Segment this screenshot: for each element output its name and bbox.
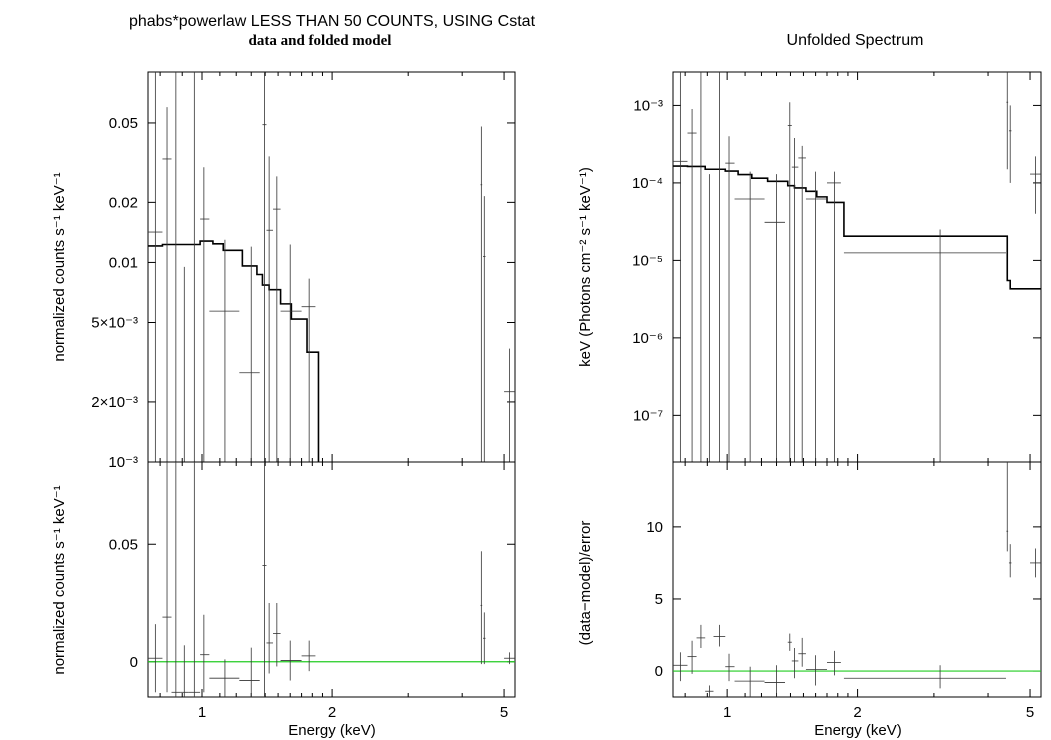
right-bottom-ylabel: (data−model)/error (577, 521, 594, 646)
y-tick-label: 0.05 (109, 536, 138, 553)
plot-frame (672, 461, 1042, 698)
left-xlabel: Energy (keV) (288, 722, 376, 739)
x-tick-label: 5 (500, 704, 508, 721)
plot-frame (672, 71, 1042, 463)
y-tick-label: 10⁻⁶ (632, 330, 663, 347)
x-tick-label: 2 (853, 704, 861, 721)
y-tick-label: 5 (655, 591, 663, 608)
y-tick-label: 2×10⁻³ (91, 394, 138, 411)
model-line (148, 240, 320, 462)
x-tick-label: 1 (198, 704, 206, 721)
x-tick-label: 2 (328, 704, 336, 721)
x-tick-label: 5 (1026, 704, 1034, 721)
left-chart-subtitle: data and folded model (249, 33, 392, 49)
left-top-ylabel: normalized counts s⁻¹ keV⁻¹ (51, 172, 68, 361)
y-tick-label: 0 (655, 663, 663, 680)
y-tick-label: 10⁻³ (633, 97, 663, 114)
right-bottom-panel: 1 2 5 10 5 0 (646, 461, 1042, 721)
model-line (673, 165, 1041, 290)
y-tick-label: 10 (646, 519, 663, 536)
y-tick-label: 10⁻³ (108, 454, 138, 471)
plot-frame (147, 461, 516, 698)
y-tick-label: 0 (130, 654, 138, 671)
y-tick-label: 5×10⁻³ (91, 315, 138, 332)
left-top-panel: 0.05 0.02 0.01 5×10⁻³ 2×10⁻³ 10⁻³ (91, 71, 516, 471)
left-chart-title: phabs*powerlaw LESS THAN 50 COUNTS, USIN… (129, 13, 536, 30)
left-bottom-panel: 1 2 5 0.05 0 (109, 461, 516, 721)
left-bottom-ylabel: normalized counts s⁻¹ keV⁻¹ (51, 485, 68, 674)
right-xlabel: Energy (keV) (814, 722, 902, 739)
y-tick-label: 0.02 (109, 194, 138, 211)
y-tick-label: 0.01 (109, 254, 138, 271)
right-top-ylabel: keV (Photons cm⁻² s⁻¹ keV⁻¹) (577, 167, 594, 367)
y-tick-label: 10⁻⁵ (632, 252, 663, 269)
right-top-panel: 10⁻³ 10⁻⁴ 10⁻⁵ 10⁻⁶ 10⁻⁷ (632, 71, 1042, 463)
y-tick-label: 10⁻⁷ (633, 407, 663, 424)
plot-frame (147, 71, 516, 463)
right-chart-title: Unfolded Spectrum (787, 32, 924, 49)
x-tick-label: 1 (723, 704, 731, 721)
y-tick-label: 0.05 (109, 115, 138, 132)
y-tick-label: 10⁻⁴ (632, 175, 663, 192)
